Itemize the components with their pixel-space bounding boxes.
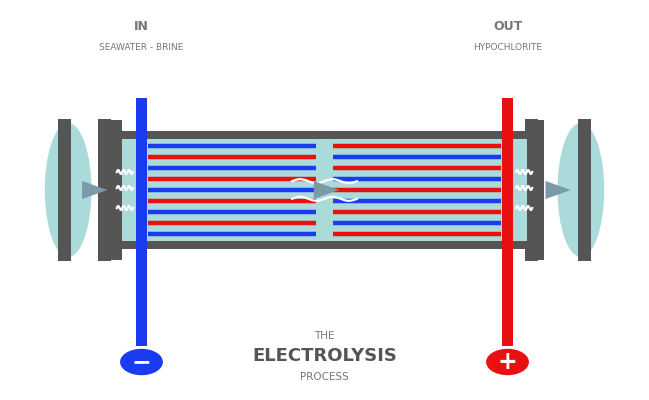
Polygon shape [82,181,108,199]
Text: SEAWATER - BRINE: SEAWATER - BRINE [99,44,184,52]
Bar [578,119,591,261]
Polygon shape [545,181,571,199]
Bar [114,131,535,139]
Bar [527,120,544,260]
Circle shape [486,349,529,375]
Bar [98,119,111,261]
Text: PROCESS: PROCESS [300,372,349,382]
Bar [114,131,535,249]
Bar [105,120,122,260]
Text: THE: THE [314,331,335,341]
Text: −: − [132,350,151,374]
Circle shape [120,349,163,375]
Ellipse shape [45,123,92,257]
Ellipse shape [557,123,604,257]
Bar [502,98,513,346]
Text: IN: IN [134,20,149,32]
Bar [136,98,147,346]
Text: OUT: OUT [493,20,522,32]
Bar [525,119,538,261]
Text: HYPOCHLORITE: HYPOCHLORITE [473,44,542,52]
Bar [114,241,535,249]
Text: +: + [498,350,517,374]
Polygon shape [314,181,339,199]
Text: ELECTROLYSIS: ELECTROLYSIS [252,347,397,365]
Bar [58,119,71,261]
